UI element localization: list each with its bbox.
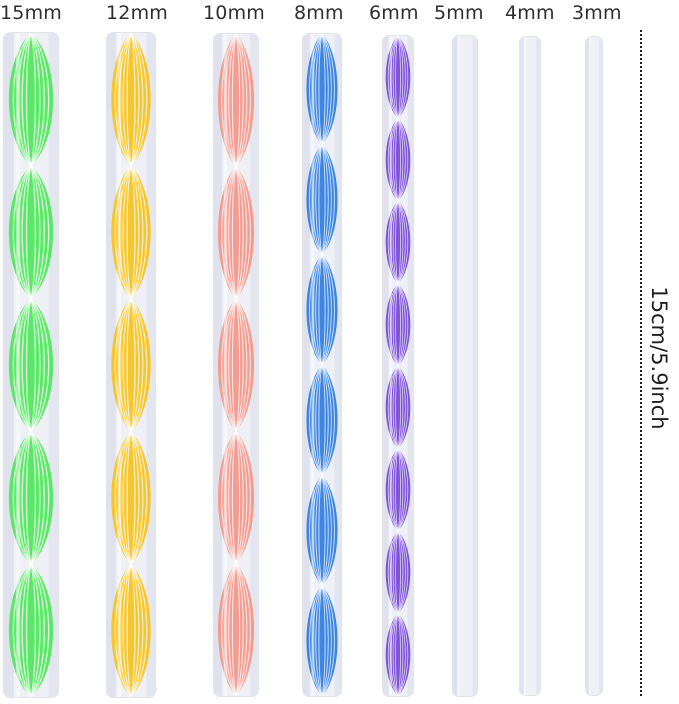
rod-3mm	[585, 36, 603, 696]
rod-pattern	[520, 37, 540, 695]
size-label-6mm: 6mm	[369, 2, 419, 24]
length-dimension-line	[640, 30, 642, 696]
size-label-3mm: 3mm	[572, 2, 622, 24]
rod-4mm	[519, 36, 541, 696]
rod-pattern	[107, 33, 155, 697]
rod-pattern	[383, 36, 413, 696]
size-label-12mm: 12mm	[106, 2, 168, 24]
rod-6mm	[382, 35, 414, 697]
rod-pattern	[303, 34, 341, 696]
rod-10mm	[213, 33, 259, 697]
rod-5mm	[452, 35, 478, 697]
size-label-10mm: 10mm	[203, 2, 265, 24]
size-label-15mm: 15mm	[0, 2, 62, 24]
rod-pattern	[214, 34, 258, 696]
size-label-4mm: 4mm	[505, 2, 555, 24]
rod-pattern	[586, 37, 602, 695]
size-label-8mm: 8mm	[294, 2, 344, 24]
rod-pattern	[4, 33, 58, 697]
size-label-5mm: 5mm	[434, 2, 484, 24]
rod-12mm	[106, 32, 156, 698]
rod-8mm	[302, 33, 342, 697]
rod-15mm	[3, 32, 59, 698]
length-label: 15cm/5.9inch	[647, 286, 671, 430]
rod-pattern	[453, 36, 477, 696]
